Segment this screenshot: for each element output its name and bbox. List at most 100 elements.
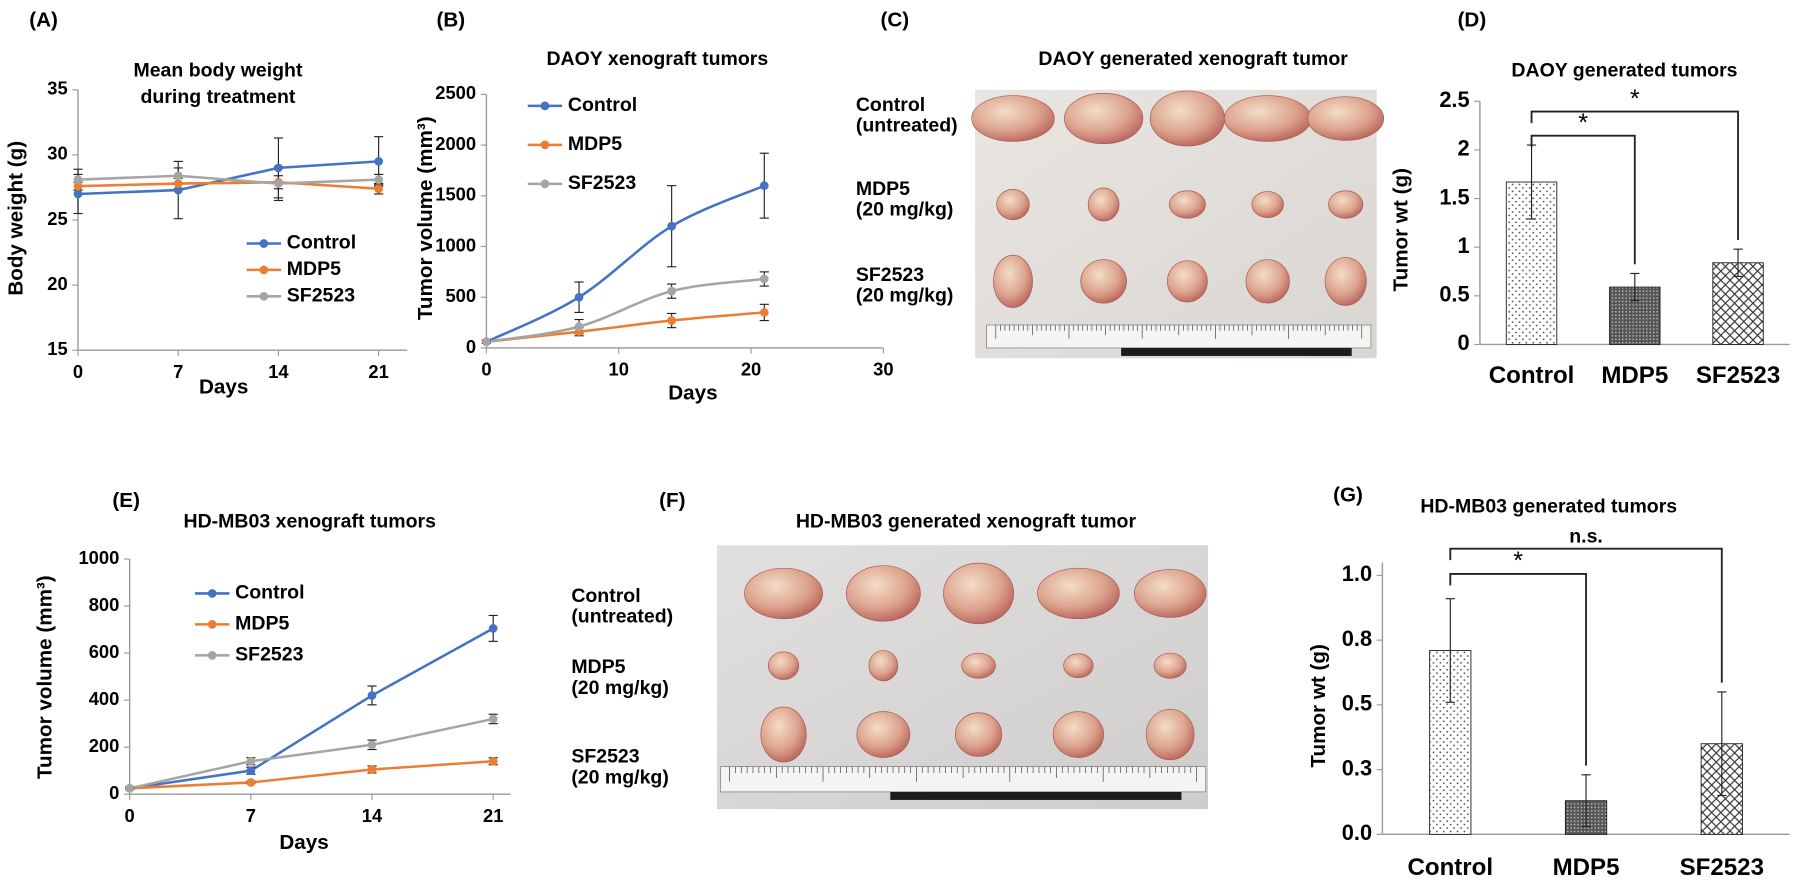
panel-label: (A) bbox=[29, 8, 58, 31]
tumor bbox=[1080, 259, 1127, 304]
data-point bbox=[173, 185, 183, 195]
tumor bbox=[1087, 187, 1120, 222]
tumor bbox=[1168, 190, 1206, 219]
x-tick-label: SF2523 bbox=[1696, 362, 1780, 389]
y-tick-label: 2 bbox=[1457, 136, 1469, 161]
x-tick-label: 21 bbox=[368, 361, 388, 382]
y-tick-label: 0 bbox=[466, 336, 476, 357]
y-tick-label: 2.5 bbox=[1439, 87, 1469, 112]
y-tick-label: 2500 bbox=[435, 82, 476, 103]
chart-title: DAOY generated tumors bbox=[1511, 60, 1737, 82]
chart-title: DAOY xenograft tumors bbox=[546, 48, 768, 70]
series-line bbox=[77, 180, 379, 191]
series-line bbox=[129, 760, 494, 790]
y-tick-label: 200 bbox=[89, 735, 120, 756]
error-bar bbox=[1581, 774, 1591, 828]
panel-label: (E) bbox=[112, 489, 140, 512]
tumor bbox=[1328, 190, 1364, 219]
significance-bracket bbox=[1449, 573, 1587, 766]
significance-bracket bbox=[1530, 110, 1739, 240]
legend-marker bbox=[207, 620, 217, 629]
data-point bbox=[374, 175, 383, 185]
panel-label: (G) bbox=[1333, 483, 1363, 506]
significance-label: * bbox=[1578, 109, 1588, 137]
y-tick-label: 1.5 bbox=[1439, 184, 1469, 209]
row-label: Control bbox=[856, 94, 925, 116]
tumor bbox=[1149, 90, 1225, 147]
data-point bbox=[367, 691, 377, 700]
legend-marker bbox=[207, 589, 217, 598]
tumor bbox=[1064, 92, 1144, 145]
panel-label: (B) bbox=[437, 8, 466, 31]
legend-marker bbox=[540, 179, 550, 189]
x-tick-label: MDP5 bbox=[1601, 362, 1668, 389]
tumor bbox=[993, 254, 1033, 308]
significance-label: * bbox=[1513, 547, 1523, 575]
tumor bbox=[1063, 653, 1094, 679]
tumor bbox=[868, 650, 899, 682]
tumor bbox=[961, 652, 996, 679]
data-point bbox=[759, 181, 769, 191]
data-point bbox=[73, 175, 83, 185]
data-point bbox=[374, 157, 383, 166]
data-point bbox=[667, 316, 677, 325]
data-point bbox=[173, 171, 183, 181]
y-tick-label: 35 bbox=[47, 78, 67, 99]
y-axis-title: Tumor volume (mm³) bbox=[414, 116, 437, 320]
tumor bbox=[856, 711, 911, 758]
legend-label: SF2523 bbox=[568, 172, 636, 194]
data-point bbox=[73, 189, 83, 199]
row-label: Control bbox=[571, 585, 640, 607]
y-tick-label: 1500 bbox=[435, 184, 476, 205]
tumor bbox=[1307, 96, 1385, 141]
error-bar bbox=[1445, 598, 1455, 703]
tumor bbox=[1153, 652, 1187, 679]
data-point bbox=[246, 766, 256, 776]
row-label: SF2523 bbox=[571, 746, 639, 768]
error-bar bbox=[1717, 691, 1727, 797]
x-tick-label: 30 bbox=[873, 359, 893, 380]
data-point bbox=[574, 322, 584, 331]
data-point bbox=[173, 179, 183, 188]
legend-label: SF2523 bbox=[287, 284, 355, 306]
legend-marker bbox=[259, 265, 269, 275]
legend-marker bbox=[207, 651, 217, 660]
series-line bbox=[485, 184, 765, 343]
data-point bbox=[73, 181, 83, 191]
y-tick-label: 0 bbox=[1457, 330, 1469, 355]
x-tick-label: 7 bbox=[173, 361, 183, 382]
data-point bbox=[374, 184, 383, 194]
x-tick-label: 20 bbox=[741, 359, 761, 380]
y-tick-label: 2000 bbox=[435, 133, 476, 154]
x-tick-label: 10 bbox=[609, 359, 629, 380]
x-tick-label: 21 bbox=[483, 805, 503, 826]
panel-label: (F) bbox=[659, 489, 685, 512]
legend-label: MDP5 bbox=[235, 613, 289, 635]
legend-marker bbox=[259, 239, 269, 248]
tumor bbox=[767, 651, 800, 680]
panel-label: (C) bbox=[881, 8, 910, 31]
significance-label: n.s. bbox=[1569, 525, 1603, 547]
row-label: (20 mg/kg) bbox=[856, 198, 954, 220]
photo-title: HD-MB03 generated xenograft tumor bbox=[796, 510, 1137, 532]
x-tick-label: SF2523 bbox=[1680, 854, 1764, 881]
tumor bbox=[1324, 257, 1367, 306]
tumor bbox=[845, 565, 921, 622]
y-axis-title: Body weight (g) bbox=[5, 141, 28, 296]
significance-label: * bbox=[1630, 85, 1640, 113]
row-label: (untreated) bbox=[856, 115, 958, 137]
legend-label: Control bbox=[287, 232, 356, 254]
y-tick-label: 0.3 bbox=[1342, 755, 1372, 780]
data-point bbox=[488, 756, 498, 766]
row-label: SF2523 bbox=[856, 264, 924, 286]
y-tick-label: 600 bbox=[89, 641, 120, 662]
tumor bbox=[1166, 260, 1208, 303]
tumor bbox=[1251, 191, 1284, 218]
tumor bbox=[996, 189, 1030, 221]
legend-label: MDP5 bbox=[568, 133, 622, 155]
series-line bbox=[129, 717, 494, 790]
x-tick-label: 0 bbox=[481, 359, 491, 380]
panel-label: (D) bbox=[1458, 8, 1487, 31]
photo-edge bbox=[1121, 347, 1352, 356]
